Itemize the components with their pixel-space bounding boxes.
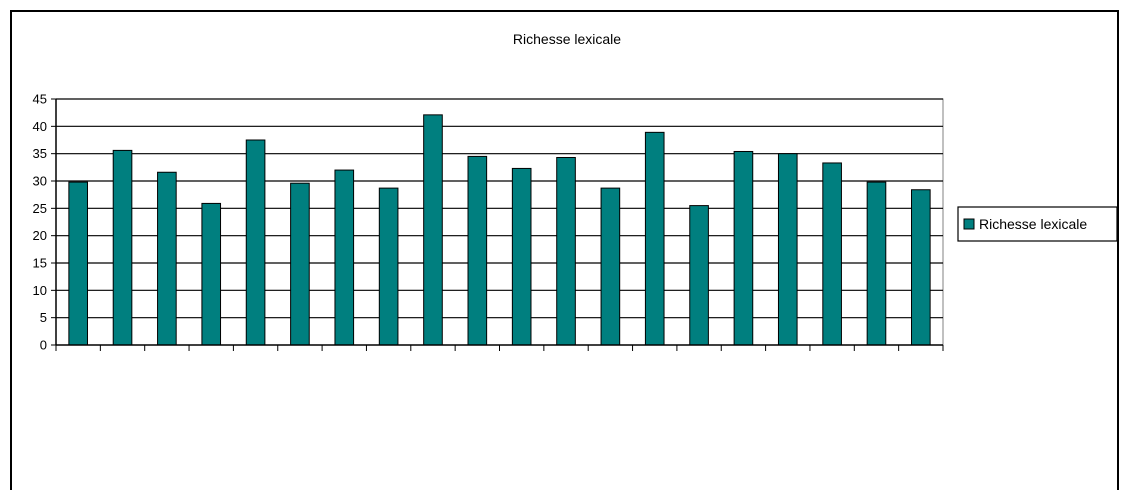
legend-label: Richesse lexicale	[979, 216, 1087, 232]
legend-swatch	[963, 218, 975, 230]
y-tick-label: 20	[33, 228, 47, 243]
bar	[378, 187, 399, 346]
bar	[644, 131, 665, 346]
bar	[911, 189, 931, 346]
bar	[733, 150, 754, 346]
bar	[157, 171, 177, 346]
y-tick-label: 30	[33, 174, 47, 189]
y-tick-label: 10	[33, 283, 47, 298]
bar	[511, 167, 532, 346]
y-tick-label: 40	[33, 119, 47, 134]
bar	[245, 139, 266, 346]
y-tick-label: 0	[40, 338, 47, 353]
bar	[467, 155, 488, 346]
bar	[689, 205, 709, 346]
chart-title: Richesse lexicale	[513, 31, 621, 47]
bar	[290, 182, 310, 346]
plot-border	[55, 98, 944, 346]
bar	[201, 202, 222, 346]
legend-box	[957, 206, 1118, 242]
bar	[866, 181, 887, 346]
plot-area: 0 5 10 15 20 25 30 35 40 45	[33, 92, 944, 353]
bar	[556, 156, 576, 346]
y-tick-label: 45	[33, 92, 47, 107]
bar	[600, 187, 621, 346]
bar	[777, 153, 798, 346]
bar	[68, 181, 88, 346]
y-tick-label: 5	[40, 310, 47, 325]
chart-frame	[10, 10, 1119, 490]
y-tick-label: 15	[33, 256, 47, 271]
bar	[112, 149, 133, 346]
bar	[334, 169, 355, 346]
legend: Richesse lexicale	[957, 206, 1118, 242]
y-tick-label: 35	[33, 146, 47, 161]
y-tick-label: 25	[33, 201, 47, 216]
bar	[822, 162, 842, 346]
bar	[423, 114, 443, 346]
